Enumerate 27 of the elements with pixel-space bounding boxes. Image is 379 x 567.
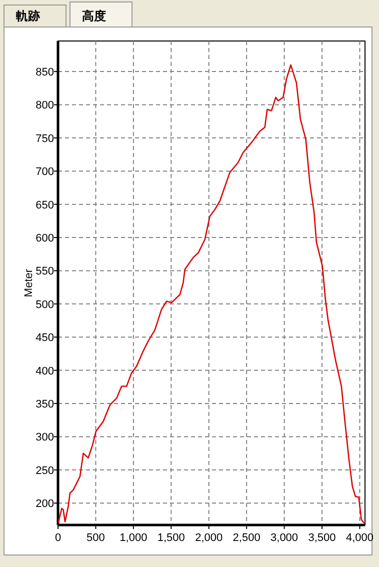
y-axis-title: Meter	[23, 268, 35, 298]
x-tick-label: 1,000	[120, 532, 148, 544]
x-tick-label: 4,000	[346, 532, 374, 544]
y-tick-label: 450	[36, 332, 54, 344]
x-tick-label: 2,500	[232, 532, 260, 544]
text: 軌跡	[15, 9, 40, 23]
y-tick-label: 350	[36, 398, 54, 410]
y-tick-label: 200	[36, 498, 54, 510]
y-tick-label: 500	[36, 298, 54, 311]
x-tick-label: 3,000	[270, 532, 298, 544]
x-tick-label: 2,000	[195, 532, 223, 544]
y-tick-label: 850	[36, 66, 54, 79]
y-tick-label: 250	[36, 464, 54, 477]
text: 高度	[82, 9, 106, 23]
line-series	[58, 64, 365, 524]
x-tick-label: 1,500	[157, 532, 185, 544]
y-tick-label: 600	[36, 232, 54, 245]
y-tick-label: 400	[36, 365, 54, 378]
y-tick-label: 550	[36, 266, 54, 278]
y-tick-label: 700	[36, 166, 54, 178]
y-tick-label: 800	[36, 100, 54, 112]
x-tick-label: 0	[54, 532, 62, 544]
y-tick-label: 750	[36, 132, 54, 145]
x-tick-label: 500	[86, 532, 105, 544]
x-tick-label: 3,500	[308, 532, 336, 544]
y-tick-label: 650	[36, 199, 54, 212]
y-tick-label: 300	[36, 432, 54, 444]
